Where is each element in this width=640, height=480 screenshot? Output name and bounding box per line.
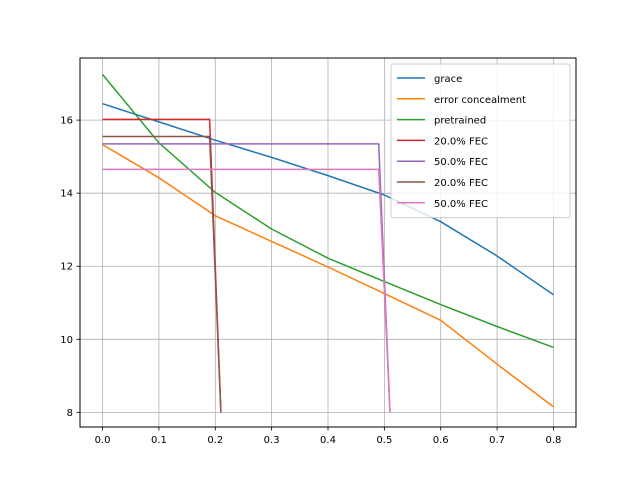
x-tick-label: 0.7	[489, 435, 505, 446]
x-tick-label: 0.1	[151, 435, 167, 446]
axis-ticks: 0.0 0.1 0.2 0.3 0.4 0.5 0.6 0.7 0.8 8 10 12 14 16	[60, 116, 561, 446]
y-tick-label: 8	[67, 408, 73, 419]
x-tick-label: 0.6	[433, 435, 449, 446]
series-line-0	[102, 102, 554, 296]
y-tick-label: 12	[60, 262, 73, 273]
x-tick-label: 0.3	[264, 435, 280, 446]
legend-entry-label: 20.0% FEC	[434, 178, 488, 189]
y-tick-label: 10	[60, 335, 73, 346]
legend-entry-label: 20.0% FEC	[434, 136, 488, 147]
series-line-5	[102, 135, 222, 413]
legend-entry-label: grace	[434, 74, 462, 85]
x-tick-label: 0.4	[320, 435, 336, 446]
series-line-6	[102, 168, 391, 413]
x-tick-label: 0.5	[376, 435, 392, 446]
legend-entry-label: error concealment	[434, 95, 526, 106]
plot-lines	[101, 73, 554, 413]
legend-entry-label: pretrained	[434, 116, 486, 127]
y-tick-label: 14	[60, 189, 73, 200]
y-tick-label: 16	[60, 116, 73, 127]
legend-entry-label: 50.0% FEC	[434, 199, 488, 210]
legend-box	[390, 63, 571, 219]
legend-entry-label: 50.0% FEC	[434, 157, 488, 168]
legend: grace error concealment pretrained 20.0% FE…	[390, 63, 571, 219]
series-line-2	[101, 73, 554, 349]
x-tick-label: 0.0	[95, 435, 111, 446]
x-tick-label: 0.2	[207, 435, 223, 446]
x-tick-label: 0.8	[546, 435, 562, 446]
series-line-1	[102, 143, 554, 408]
